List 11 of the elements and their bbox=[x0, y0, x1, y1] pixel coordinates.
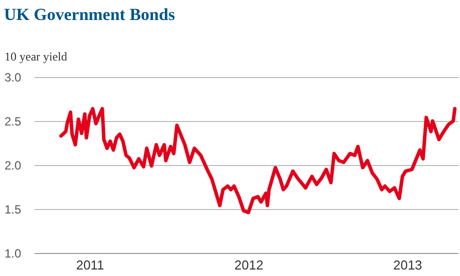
y-tick-label: 1.5 bbox=[4, 202, 22, 216]
x-tick-label: 2012 bbox=[234, 258, 264, 272]
y-tick-label: 2.5 bbox=[4, 114, 22, 128]
y-tick-label: 3.0 bbox=[4, 70, 22, 84]
x-tick-label: 2013 bbox=[393, 258, 422, 272]
x-tick-label: 2011 bbox=[76, 258, 104, 272]
line-series bbox=[59, 106, 457, 214]
y-tick-label: 1.0 bbox=[4, 246, 22, 260]
chart-title: UK Government Bonds bbox=[4, 5, 176, 24]
y-tick-label: 2.0 bbox=[4, 158, 22, 172]
y-axis-title: 10 year yield bbox=[4, 50, 68, 64]
